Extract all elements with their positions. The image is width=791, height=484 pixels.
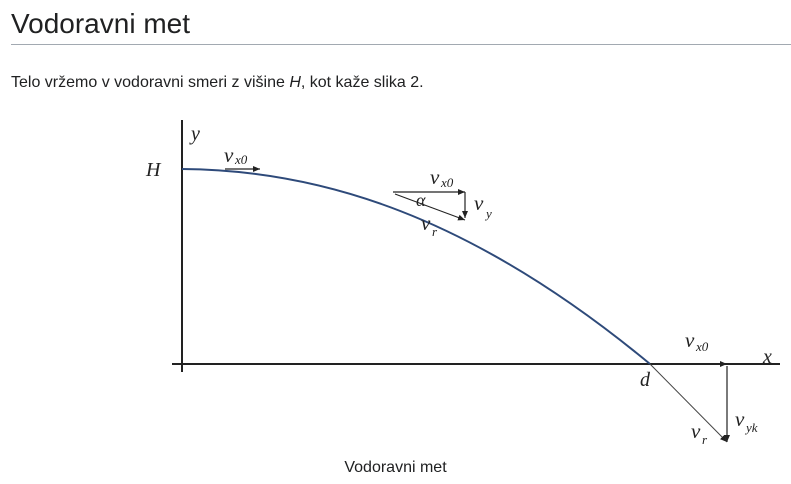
intro-variable-h: H	[289, 74, 301, 91]
impact-vertical-velocity-symbol: v	[735, 407, 745, 431]
mid-vertical-velocity-symbol: v	[474, 191, 484, 215]
trajectory-curve	[181, 168, 651, 365]
distance-label: d	[640, 369, 651, 391]
section-heading: Vodoravni met	[11, 8, 190, 39]
intro-text-start: Telo vržemo v vodoravni smeri z višine	[11, 74, 290, 91]
initial-velocity-symbol: v	[224, 143, 234, 167]
impact-resultant-velocity-arrow	[649, 363, 728, 443]
mid-resultant-velocity-symbol: v	[421, 211, 431, 235]
x-axis-label: x	[762, 346, 772, 368]
heading-divider	[11, 44, 791, 45]
y-axis-label: y	[189, 123, 200, 145]
mid-resultant-velocity-subscript: r	[432, 224, 438, 239]
projectile-figure: y x H d v x0 v x0 α v y v r v x0 v yk v …	[0, 110, 791, 484]
height-label: H	[145, 159, 162, 181]
alpha-angle-label: α	[416, 190, 426, 210]
mid-horizontal-velocity-subscript: x0	[440, 175, 454, 190]
impact-resultant-velocity-subscript: r	[702, 432, 708, 447]
mid-horizontal-velocity-symbol: v	[430, 165, 440, 189]
intro-paragraph: Telo vržemo v vodoravni smeri z višine H…	[11, 72, 424, 94]
figure-caption: Vodoravni met	[344, 459, 447, 476]
impact-horizontal-velocity-symbol: v	[685, 328, 695, 352]
intro-text-end: , kot kaže slika 2.	[300, 74, 424, 91]
impact-vertical-velocity-subscript: yk	[744, 420, 758, 435]
impact-resultant-velocity-symbol: v	[691, 419, 701, 443]
initial-velocity-subscript: x0	[234, 152, 248, 167]
projectile-diagram: y x H d v x0 v x0 α v y v r v x0 v yk v …	[145, 120, 780, 447]
mid-vertical-velocity-subscript: y	[484, 206, 492, 221]
impact-horizontal-velocity-subscript: x0	[695, 339, 709, 354]
mid-resultant-velocity-arrow	[394, 193, 466, 221]
